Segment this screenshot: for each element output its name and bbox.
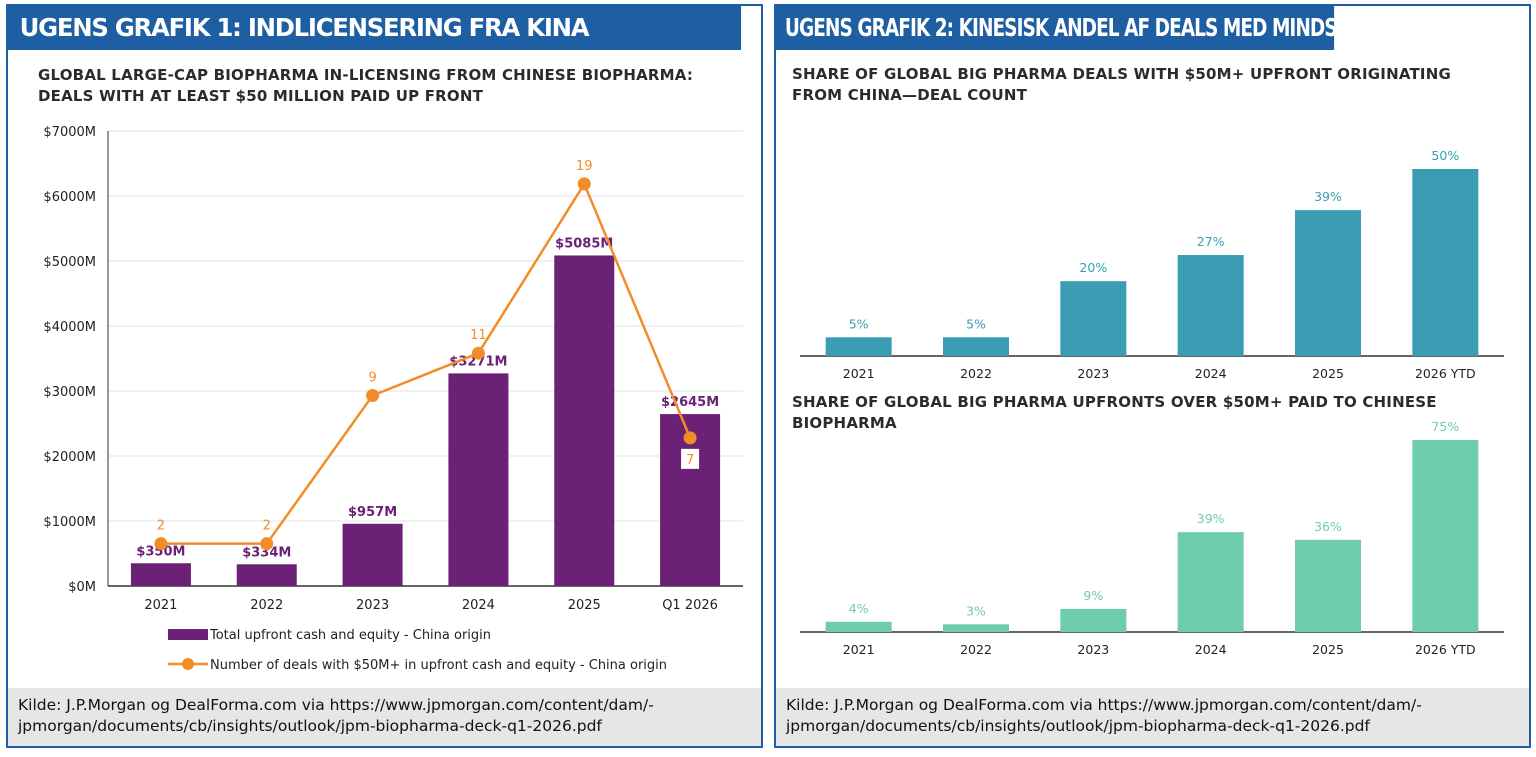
bar — [1412, 440, 1479, 632]
bar — [1295, 210, 1361, 356]
x-tick-label: 2026 YTD — [1415, 642, 1476, 654]
bar-value-label: 20% — [1079, 260, 1107, 275]
x-tick-label: 2022 — [960, 366, 992, 381]
x-tick-label: 2023 — [356, 598, 389, 613]
x-tick-label: 2021 — [843, 366, 875, 381]
y-tick-label: $1000M — [43, 515, 96, 530]
bar-value-label: 5% — [849, 316, 869, 331]
x-tick-label: 2025 — [1312, 642, 1344, 654]
x-tick-label: 2023 — [1077, 642, 1109, 654]
deal-count-point — [366, 389, 380, 403]
bar — [943, 337, 1009, 356]
right-panel: UGENS GRAFIK 2: KINESISK ANDEL AF DEALS … — [774, 4, 1531, 748]
bar-value-label: 5% — [966, 316, 986, 331]
x-tick-label: 2021 — [144, 598, 177, 613]
bar — [1295, 539, 1361, 632]
bar-value-label: 9% — [1083, 588, 1103, 603]
deal-count-point — [683, 431, 697, 445]
bar-value-label: 4% — [849, 601, 869, 616]
bar-value-label: $2645M — [661, 395, 719, 410]
deal-count-point — [154, 537, 168, 551]
x-tick-label: 2025 — [568, 598, 601, 613]
deal-count-point — [577, 177, 591, 191]
bar — [554, 255, 615, 586]
chart2-title-line1: SHARE OF GLOBAL BIG PHARMA DEALS WITH $5… — [792, 65, 1451, 83]
bar-value-label: $5085M — [555, 236, 613, 251]
right-panel-banner-main: UGENS GRAFIK 2: KINESISK ANDEL AF DEALS … — [784, 13, 1428, 42]
bar-value-label: 39% — [1197, 511, 1225, 526]
bar-value-label: 50% — [1431, 148, 1459, 163]
right-source-note: Kilde: J.P.Morgan og DealForma.com via h… — [776, 688, 1529, 746]
left-panel: UGENS GRAFIK 1: INDLICENSERING FRA KINA … — [6, 4, 763, 748]
y-tick-label: $3000M — [43, 385, 96, 400]
y-tick-label: $7000M — [43, 125, 96, 140]
deal-count-point — [260, 537, 274, 551]
chart1-title: GLOBAL LARGE-CAP BIOPHARMA IN-LICENSING … — [38, 65, 693, 107]
deal-count-label-bg — [681, 448, 700, 469]
legend-bar-label: Total upfront cash and equity - China or… — [209, 628, 491, 643]
chart3-title: SHARE OF GLOBAL BIG PHARMA UPFRONTS OVER… — [792, 392, 1529, 434]
deal-count-label: 11 — [470, 328, 487, 343]
deal-count-label: 2 — [263, 519, 271, 534]
bar-value-label: 36% — [1314, 519, 1342, 534]
x-tick-label: 2023 — [1077, 366, 1109, 381]
bar — [130, 563, 191, 586]
bar — [1060, 608, 1127, 632]
bar — [1060, 281, 1127, 356]
bar — [236, 564, 297, 586]
y-tick-label: $4000M — [43, 320, 96, 335]
legend-line-label: Number of deals with $50M+ in upfront ca… — [210, 658, 667, 673]
chart2-title-line2: FROM CHINA—DEAL COUNT — [792, 86, 1028, 104]
x-tick-label: 2026 YTD — [1415, 366, 1476, 381]
deal-count-label: 19 — [576, 159, 593, 174]
bar-value-label: $350M — [136, 544, 185, 559]
x-tick-label: Q1 2026 — [662, 598, 718, 613]
x-tick-label: 2024 — [1195, 366, 1227, 381]
deal-count-point — [471, 346, 485, 360]
bar-value-label: 3% — [966, 603, 986, 618]
x-tick-label: 2021 — [843, 642, 875, 654]
left-source-note: Kilde: J.P.Morgan og DealForma.com via h… — [8, 688, 761, 746]
bar — [1177, 532, 1244, 632]
chart1-title-line2: DEALS WITH AT LEAST $50 MILLION PAID UP … — [38, 87, 484, 105]
bar — [825, 621, 892, 632]
chart3-svg: 4% 2021 3% 2022 9% 2023 39% 2024 36% 2025 75% 2026 … — [800, 419, 1504, 654]
x-tick-label: 2022 — [250, 598, 283, 613]
x-tick-label: 2025 — [1312, 366, 1344, 381]
y-tick-label: $0M — [68, 580, 96, 595]
chart3-title-line1: SHARE OF GLOBAL BIG PHARMA UPFRONTS OVER… — [792, 393, 1437, 432]
y-tick-label: $2000M — [43, 450, 96, 465]
chart2-title: SHARE OF GLOBAL BIG PHARMA DEALS WITH $5… — [792, 64, 1451, 106]
bar — [943, 624, 1009, 632]
bar-value-label: $957M — [348, 505, 397, 520]
deal-count-line — [160, 181, 692, 545]
legend-bar-swatch — [168, 629, 208, 640]
bar — [342, 523, 403, 586]
x-tick-label: 2022 — [960, 642, 992, 654]
right-panel-banner: UGENS GRAFIK 2: KINESISK ANDEL AF DEALS … — [776, 6, 1509, 50]
bar — [825, 337, 892, 356]
x-tick-label: 2024 — [462, 598, 495, 613]
deal-count-label: 7 — [686, 453, 694, 468]
legend-line-marker — [182, 658, 194, 670]
x-tick-label: 2024 — [1195, 642, 1227, 654]
deal-count-label: 9 — [368, 371, 376, 386]
bar-value-label: 27% — [1197, 234, 1225, 249]
chart2-svg: 5% 2021 5% 2022 20% 2023 27% 2024 39% 2025 50% 2026… — [800, 148, 1504, 381]
deal-count-label: 2 — [157, 519, 165, 534]
chart1-title-line1: GLOBAL LARGE-CAP BIOPHARMA IN-LICENSING … — [38, 66, 694, 84]
right-panel-banner-suffix: USD UPFRONT — [1427, 22, 1509, 40]
bar — [448, 373, 509, 586]
bar — [1177, 255, 1244, 356]
bar-value-label: 75% — [1431, 419, 1459, 434]
bar-value-label: 39% — [1314, 189, 1342, 204]
y-tick-label: $5000M — [43, 255, 96, 270]
y-tick-label: $6000M — [43, 190, 96, 205]
left-panel-banner: UGENS GRAFIK 1: INDLICENSERING FRA KINA — [8, 6, 741, 50]
chart1-svg: $0M $1000M $2000M $3000M $4000M $5000M $6000M $… — [43, 125, 743, 673]
bar — [1412, 169, 1479, 356]
bar-value-label: $334M — [242, 545, 291, 560]
